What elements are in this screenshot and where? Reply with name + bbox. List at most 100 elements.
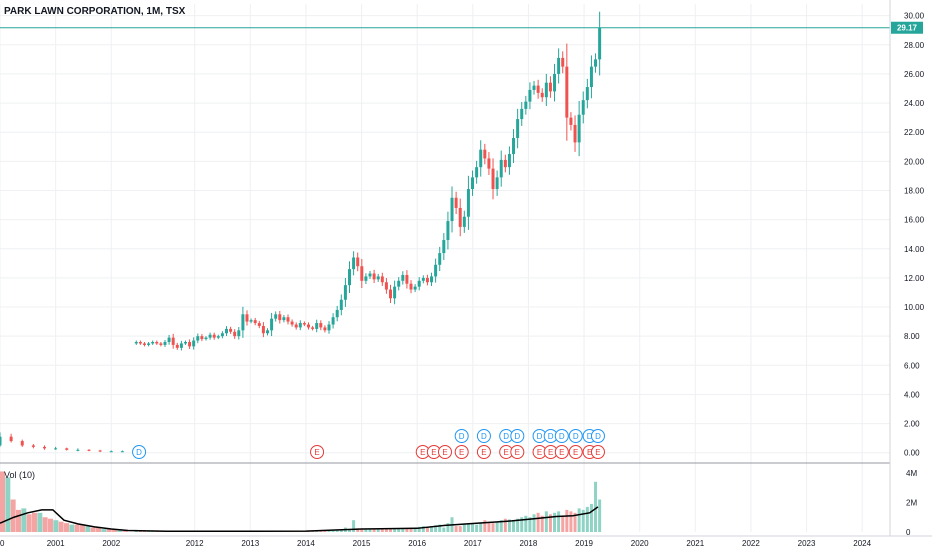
candle — [319, 323, 323, 328]
candle — [188, 341, 192, 347]
dividend-marker[interactable]: D — [132, 445, 147, 459]
volume-bar — [553, 512, 557, 532]
volume-bar — [446, 523, 450, 532]
price-tick-label: 30.00 — [904, 12, 925, 21]
volume-bar — [315, 530, 319, 532]
volume-bar — [21, 508, 27, 532]
volume-bar — [565, 509, 569, 532]
volume-bar — [111, 529, 117, 532]
candle — [171, 337, 175, 345]
event-circle — [132, 445, 147, 459]
candle — [598, 27, 602, 60]
chart-title: PARK LAWN CORPORATION, 1M, TSX — [4, 6, 186, 17]
candle — [286, 317, 290, 322]
candle — [548, 82, 552, 92]
candle — [278, 314, 282, 321]
candle — [557, 57, 561, 74]
time-tick-label: 2017 — [464, 539, 482, 548]
candle — [237, 330, 241, 337]
event-label: E — [573, 448, 578, 457]
volume-bar — [466, 523, 470, 532]
grid — [0, 4, 890, 532]
candle — [495, 177, 499, 190]
candle — [458, 207, 462, 227]
candle — [507, 154, 511, 168]
candle — [594, 59, 598, 67]
dividend-marker[interactable]: D — [554, 429, 569, 443]
volume-bar — [42, 517, 48, 532]
candle — [249, 320, 253, 322]
event-circle — [568, 429, 583, 443]
candle — [87, 449, 91, 451]
candle — [208, 334, 212, 338]
earnings-marker[interactable]: E — [310, 445, 325, 459]
event-label: E — [481, 448, 486, 457]
candle — [245, 314, 249, 322]
earnings-marker[interactable]: E — [454, 445, 469, 459]
candle — [487, 158, 491, 169]
volume-bar — [462, 524, 466, 532]
event-label: E — [587, 448, 592, 457]
candle — [204, 337, 208, 340]
candle — [503, 159, 507, 168]
earnings-marker[interactable]: E — [590, 445, 605, 459]
dividend-marker[interactable]: D — [476, 429, 491, 443]
time-tick-label: 2016 — [408, 539, 426, 548]
volume-bar — [389, 528, 393, 532]
time-tick-label: 2002 — [102, 539, 120, 548]
candle — [475, 167, 479, 178]
event-label: D — [459, 432, 465, 441]
volume-moving-average — [0, 506, 599, 533]
dividend-marker[interactable]: D — [510, 429, 525, 443]
volume-bar — [425, 527, 429, 532]
earnings-marker[interactable]: E — [438, 445, 452, 459]
volume-bar — [544, 511, 548, 532]
price-tick-label: 8.00 — [904, 332, 920, 341]
earnings-marker[interactable]: E — [476, 445, 491, 459]
candle — [335, 309, 339, 318]
volume-bar — [491, 523, 495, 532]
earnings-marker[interactable]: E — [510, 445, 525, 459]
volume-bar — [79, 524, 85, 532]
dividend-marker[interactable]: D — [568, 429, 583, 443]
volume-bar — [372, 529, 376, 532]
candle — [425, 277, 429, 283]
event-circle — [590, 445, 605, 459]
volume-bar — [507, 519, 511, 532]
time-tick-label: 2012 — [186, 539, 204, 548]
candle — [65, 448, 69, 450]
candle — [167, 337, 171, 342]
volume-bar — [15, 509, 21, 532]
earnings-marker[interactable]: E — [568, 445, 583, 459]
candle — [298, 323, 302, 328]
candle — [241, 314, 245, 331]
price-tick-label: 18.00 — [904, 186, 925, 195]
candle — [512, 138, 516, 155]
candle — [323, 327, 327, 331]
volume-bar — [393, 528, 397, 532]
candle — [311, 327, 315, 329]
candle — [257, 323, 261, 326]
candle — [565, 66, 569, 118]
volume-bar — [348, 529, 352, 532]
event-label: E — [559, 448, 564, 457]
candle — [573, 124, 577, 143]
volume-tick-label: 2M — [906, 498, 917, 507]
event-circle — [590, 429, 605, 443]
candles — [0, 11, 602, 453]
dividend-marker[interactable]: D — [454, 429, 469, 443]
dividend-marker[interactable]: D — [590, 429, 605, 443]
candle — [450, 197, 454, 222]
candle — [233, 331, 237, 337]
event-circle — [476, 429, 491, 443]
price-tick-label: 6.00 — [904, 361, 920, 370]
candle — [389, 289, 393, 299]
candle — [54, 448, 58, 450]
price-tick-label: 14.00 — [904, 245, 925, 254]
volume-bar — [561, 515, 565, 532]
event-label: E — [548, 448, 553, 457]
event-circle — [554, 429, 569, 443]
earnings-marker[interactable]: E — [554, 445, 569, 459]
